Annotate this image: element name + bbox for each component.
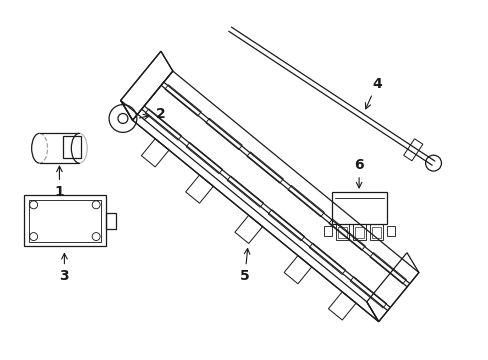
Text: 3: 3	[60, 253, 69, 283]
Bar	[352, 224, 366, 239]
Bar	[29, 200, 101, 242]
Bar	[354, 227, 364, 238]
Bar	[371, 227, 380, 238]
Text: 5: 5	[240, 248, 249, 283]
Bar	[106, 213, 116, 229]
Text: 6: 6	[354, 158, 363, 188]
Bar	[324, 226, 332, 235]
Bar	[332, 192, 386, 224]
Text: 1: 1	[55, 166, 64, 199]
Bar	[63, 136, 81, 158]
Bar	[24, 195, 106, 247]
Bar	[338, 227, 346, 238]
Bar	[336, 224, 348, 239]
Text: 2: 2	[139, 107, 165, 121]
Bar	[386, 226, 394, 235]
Text: 4: 4	[365, 77, 381, 109]
Bar	[369, 224, 382, 239]
